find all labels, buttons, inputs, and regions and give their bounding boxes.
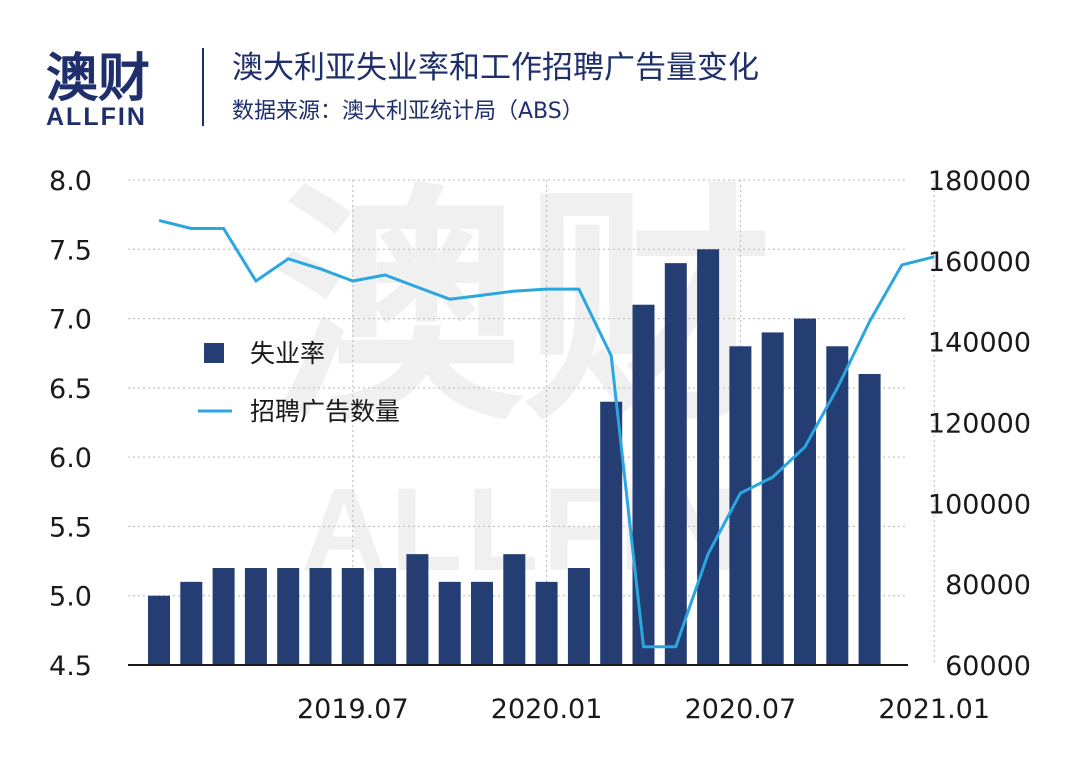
y-right-tick-label: 140000 bbox=[928, 328, 1031, 359]
bar-unemployment-rate bbox=[664, 263, 687, 665]
bar-unemployment-rate bbox=[729, 346, 752, 665]
bar-unemployment-rate bbox=[406, 554, 429, 665]
y-left-tick-label: 8.0 bbox=[49, 166, 92, 197]
brand-name-cn: 澳财 bbox=[46, 49, 150, 109]
bar-unemployment-rate bbox=[600, 401, 623, 665]
bar-unemployment-rate bbox=[794, 318, 816, 665]
y-left-tick-label: 5.0 bbox=[49, 582, 92, 613]
bar-unemployment-rate bbox=[277, 568, 300, 665]
bar-unemployment-rate bbox=[826, 346, 849, 665]
x-tick-label: 2021.01 bbox=[878, 694, 990, 725]
bar-unemployment-rate bbox=[567, 568, 590, 665]
y-left-tick-label: 6.0 bbox=[49, 443, 92, 474]
bar-unemployment-rate bbox=[761, 332, 784, 665]
bar-unemployment-rate bbox=[212, 568, 235, 665]
y-left-tick-label: 4.5 bbox=[49, 651, 92, 682]
x-tick-label: 2019.07 bbox=[297, 694, 409, 725]
bar-unemployment-rate bbox=[632, 304, 655, 665]
y-left-tick-label: 5.5 bbox=[49, 512, 92, 543]
legend: 失业率 招聘广告数量 bbox=[198, 339, 400, 426]
bar-unemployment-rate bbox=[341, 568, 364, 665]
bar-unemployment-rate bbox=[244, 568, 267, 665]
x-axis: 2019.07 2020.01 2020.07 2021.01 bbox=[297, 694, 990, 725]
x-tick-label: 2020.07 bbox=[685, 694, 797, 725]
bar-unemployment-rate bbox=[438, 581, 461, 665]
bar-unemployment-rate bbox=[535, 581, 558, 665]
bar-unemployment-rate bbox=[858, 374, 881, 665]
line-series-layer bbox=[158, 218, 935, 649]
y-axis-left: 8.0 7.5 7.0 6.5 6.0 5.5 5.0 4.5 bbox=[49, 166, 92, 682]
bar-series bbox=[148, 249, 881, 666]
y-right-tick-label: 100000 bbox=[928, 489, 1031, 520]
y-right-tick-label: 80000 bbox=[945, 570, 1031, 601]
bar-unemployment-rate bbox=[697, 249, 720, 666]
bar-unemployment-rate bbox=[471, 581, 493, 665]
y-right-tick-label: 60000 bbox=[945, 651, 1031, 682]
watermark-cn: 澳财 bbox=[273, 163, 773, 454]
bar-unemployment-rate bbox=[374, 568, 397, 665]
page-title: 澳大利亚失业率和工作招聘广告量变化 bbox=[232, 50, 759, 86]
x-tick-label: 2020.01 bbox=[491, 694, 603, 725]
bar-unemployment-rate bbox=[503, 554, 526, 665]
data-source: 数据来源：澳大利亚统计局（ABS） bbox=[232, 99, 584, 124]
bar-unemployment-rate bbox=[148, 595, 170, 665]
legend-line-label: 招聘广告数量 bbox=[250, 397, 400, 426]
brand-logo: 澳财 ALLFIN bbox=[46, 49, 150, 131]
y-left-tick-label: 7.5 bbox=[49, 235, 92, 266]
legend-bar-label: 失业率 bbox=[250, 339, 325, 368]
y-axis-right: 180000 160000 140000 120000 100000 80000 60000 bbox=[928, 166, 1031, 682]
y-left-tick-label: 7.0 bbox=[49, 305, 92, 336]
y-right-tick-label: 160000 bbox=[928, 247, 1031, 278]
line-job-ads bbox=[158, 218, 935, 649]
legend-bar-swatch bbox=[204, 343, 224, 363]
y-right-tick-label: 180000 bbox=[928, 166, 1031, 197]
bar-unemployment-rate bbox=[309, 568, 332, 665]
bar-unemployment-rate bbox=[180, 581, 203, 665]
y-right-tick-label: 120000 bbox=[928, 409, 1031, 440]
brand-name-en: ALLFIN bbox=[46, 103, 147, 131]
y-left-tick-label: 6.5 bbox=[49, 374, 92, 405]
